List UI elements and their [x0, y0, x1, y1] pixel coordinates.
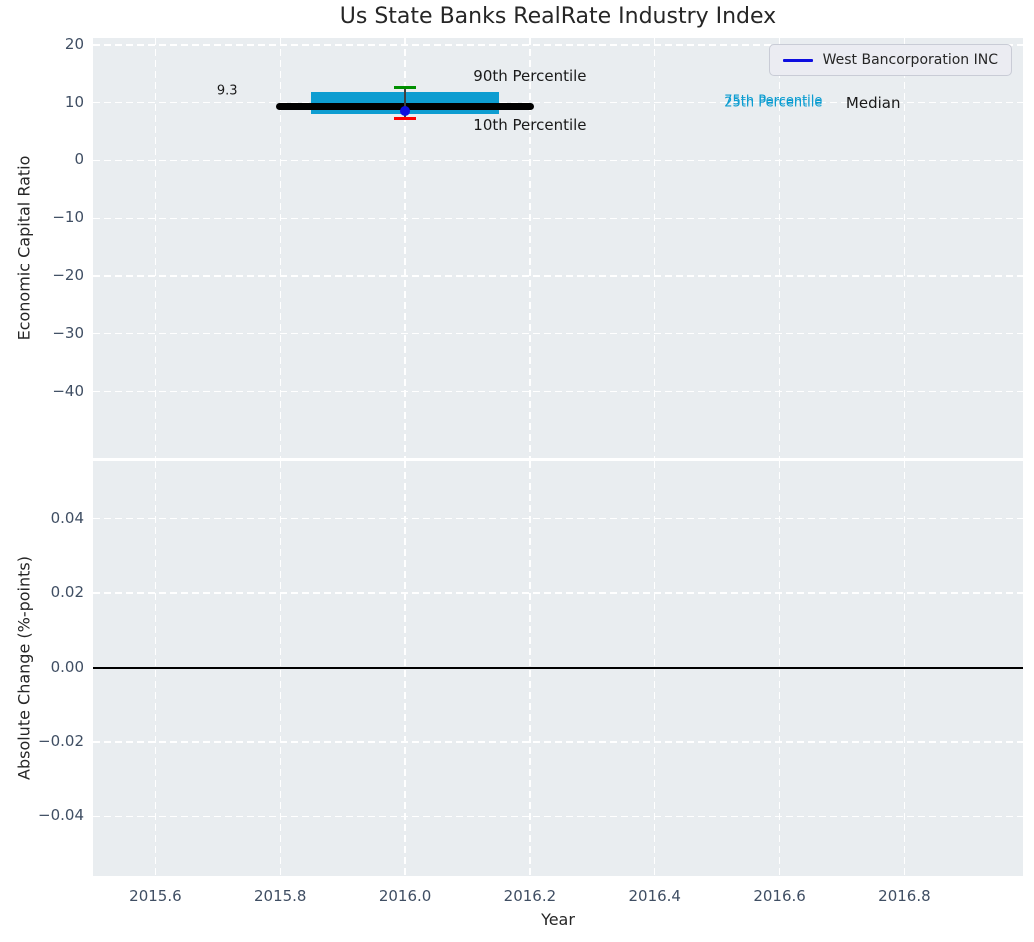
- x-tick-label: 2016.2: [503, 887, 557, 905]
- gridline-horizontal: [93, 333, 1023, 335]
- economic-capital-ratio-plot: 9.3 90th Percentile 10th Percentile 75th Pe…: [93, 38, 1023, 458]
- annotation: 75th Percentile: [724, 93, 823, 109]
- x-tick-label: 2016.4: [628, 887, 681, 905]
- gridline-horizontal: [93, 159, 1023, 162]
- gridline-horizontal: [93, 217, 1023, 219]
- legend-line-sample: [782, 58, 813, 62]
- gridline-horizontal: [93, 275, 1023, 277]
- gridline-horizontal: [93, 741, 1023, 743]
- annotation: 10th Percentile: [473, 115, 587, 134]
- company-point: [400, 105, 411, 116]
- y-tick-label: 10: [64, 92, 84, 111]
- gridline-vertical: [279, 38, 281, 458]
- legend-label: West Bancorporation INC: [822, 52, 998, 68]
- x-tick-label: 2015.6: [129, 887, 182, 905]
- gridline-vertical: [654, 38, 656, 458]
- y-tick-label: 0.04: [50, 508, 84, 527]
- gridline-vertical: [778, 38, 781, 458]
- legend: West Bancorporation INC: [768, 44, 1012, 76]
- gridline-horizontal: [93, 390, 1023, 393]
- x-tick-label: 2016.6: [753, 887, 806, 905]
- gridline-vertical: [154, 38, 157, 458]
- absolute-change-plot: [93, 461, 1023, 876]
- y-tick-label: −40: [52, 381, 84, 400]
- y-tick-label: 0: [74, 150, 84, 169]
- gridline-horizontal: [93, 815, 1023, 818]
- zero-line: [93, 666, 1023, 669]
- gridline-vertical: [404, 38, 406, 458]
- y-tick-label: 20: [64, 34, 84, 53]
- x-axis-label: Year: [541, 910, 575, 929]
- gridline-vertical: [529, 38, 531, 458]
- y-axis-label-top: Economic Capital Ratio: [14, 155, 34, 341]
- y-tick-label: 0.00: [50, 657, 84, 676]
- annotation: 9.3: [216, 83, 238, 99]
- y-tick-label: −0.04: [38, 806, 84, 825]
- y-tick-label: 0.02: [50, 583, 84, 602]
- gridline-horizontal: [93, 517, 1023, 520]
- whisker-cap-90th: [394, 85, 417, 89]
- whisker-line: [404, 87, 407, 119]
- gridline-horizontal: [93, 592, 1023, 594]
- annotation: 90th Percentile: [473, 67, 587, 86]
- gridline-horizontal: [93, 44, 1023, 46]
- y-tick-label: −10: [52, 208, 84, 227]
- y-tick-label: −20: [52, 266, 84, 285]
- y-tick-label: −0.02: [38, 732, 84, 750]
- chart-title: Us State Banks RealRate Industry Index: [339, 4, 777, 29]
- y-tick-label: −30: [52, 323, 84, 342]
- annotation: Median: [845, 94, 901, 113]
- annotation: 25th Percentile: [724, 95, 823, 111]
- x-tick-label: 2016.8: [878, 887, 931, 905]
- whisker-cap-10th: [394, 116, 417, 120]
- x-tick-label: 2016.0: [378, 887, 432, 905]
- x-tick-label: 2015.8: [253, 887, 307, 905]
- gridline-horizontal: [93, 102, 1023, 104]
- gridline-vertical: [903, 38, 906, 458]
